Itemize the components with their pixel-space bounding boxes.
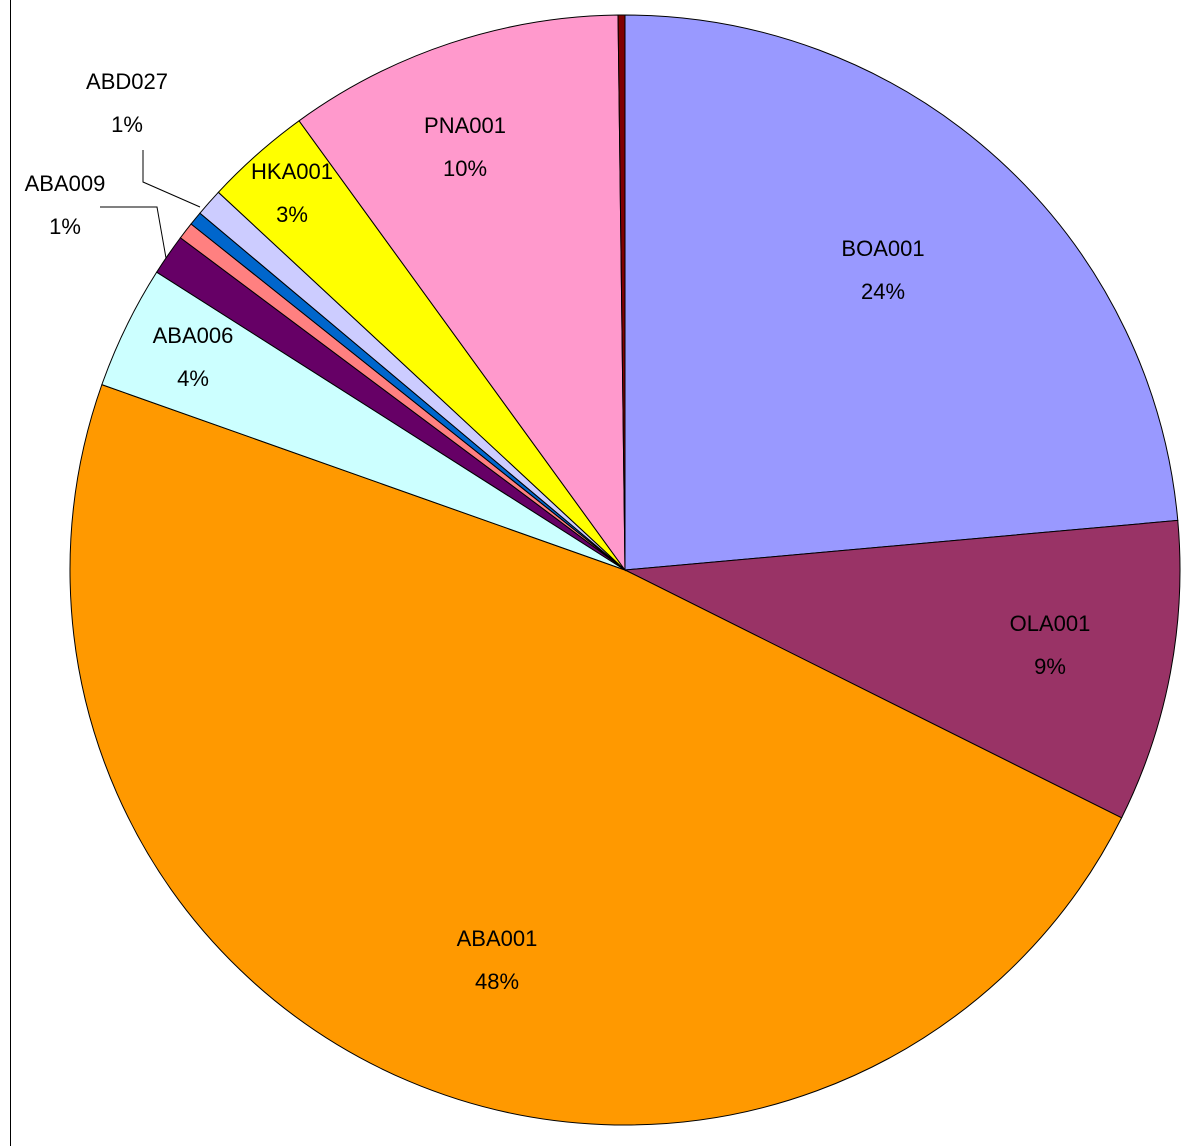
slice-label-name: HKA001 <box>251 159 333 184</box>
slice-label-name: OLA001 <box>1010 611 1091 636</box>
slice-label-name: ABA006 <box>153 323 234 348</box>
leader-line <box>142 150 201 208</box>
slice-label-value: 24% <box>861 279 905 304</box>
pie-slice <box>298 14 626 572</box>
slice-label-name: BOA001 <box>841 236 924 261</box>
pie-slice <box>617 14 626 571</box>
slice-label-value: 1% <box>111 112 143 137</box>
pie-slice <box>623 519 1181 819</box>
slice-label-name: ABA009 <box>25 171 106 196</box>
slice-label-name: PNA001 <box>424 113 506 138</box>
slice-label-value: 10% <box>443 156 487 181</box>
pie-slice <box>624 14 1179 571</box>
leader-line <box>100 206 167 259</box>
slices <box>69 14 1181 1126</box>
labels: BOA001 24% OLA001 9% ABA001 48% ABA006 4% ABA009… <box>25 69 1091 994</box>
slice-label-value: 4% <box>177 366 209 391</box>
slice-label-name: ABA001 <box>457 926 538 951</box>
slice-label-value: 1% <box>49 214 81 239</box>
pie-slice <box>69 384 1123 1126</box>
slice-label-value: 48% <box>475 969 519 994</box>
slice-label-value: 9% <box>1034 654 1066 679</box>
slice-label-name: ABD027 <box>86 69 168 94</box>
slice-label-value: 3% <box>276 202 308 227</box>
